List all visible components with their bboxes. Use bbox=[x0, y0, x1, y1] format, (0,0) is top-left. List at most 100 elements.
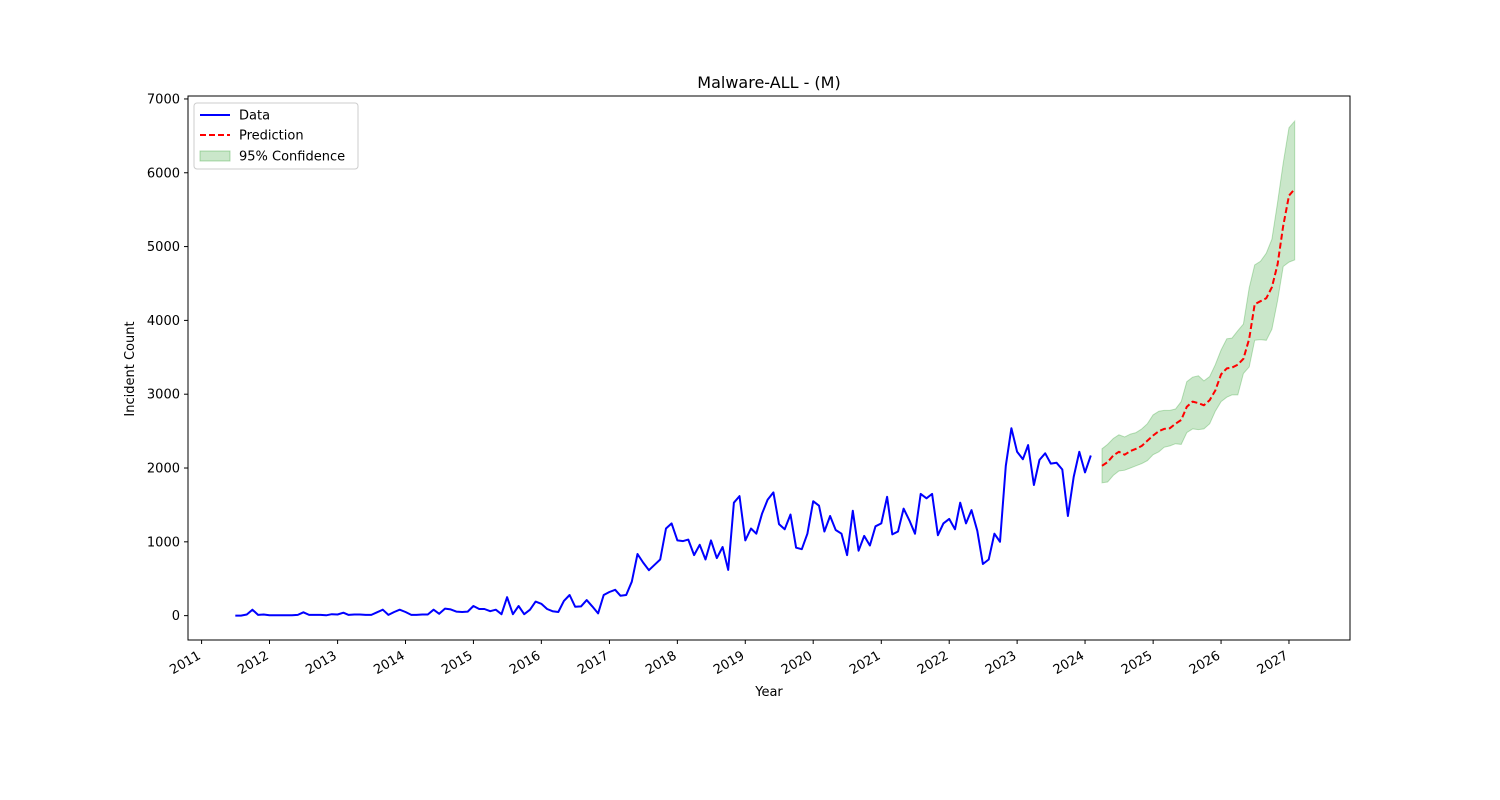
data-point bbox=[557, 611, 559, 613]
data-point bbox=[891, 533, 893, 535]
data-point bbox=[1056, 462, 1058, 464]
y-tick-label: 4000 bbox=[147, 314, 180, 329]
data-point bbox=[982, 563, 984, 565]
data-point bbox=[444, 608, 446, 610]
legend-confidence-label: 95% Confidence bbox=[239, 150, 345, 165]
data-point bbox=[302, 611, 304, 613]
prediction-point bbox=[1288, 195, 1290, 197]
data-point bbox=[285, 614, 287, 616]
prediction-point bbox=[1129, 450, 1131, 452]
data-point bbox=[370, 614, 372, 616]
data-point bbox=[772, 491, 774, 493]
data-point bbox=[886, 496, 888, 498]
data-point bbox=[733, 502, 735, 504]
data-point bbox=[801, 548, 803, 550]
data-point bbox=[399, 609, 401, 611]
data-point bbox=[920, 493, 922, 495]
y-tick-label: 3000 bbox=[147, 388, 180, 403]
prediction-point bbox=[1265, 297, 1267, 299]
data-point bbox=[416, 614, 418, 616]
prediction-point bbox=[1146, 440, 1148, 442]
data-point bbox=[478, 608, 480, 610]
data-point bbox=[648, 569, 650, 571]
y-axis-label: Incident Count bbox=[123, 321, 138, 416]
data-point bbox=[240, 615, 242, 617]
prediction-point bbox=[1294, 188, 1296, 190]
data-point bbox=[631, 581, 633, 583]
data-point bbox=[257, 614, 259, 616]
y-tick-label: 0 bbox=[172, 609, 180, 624]
data-point bbox=[671, 522, 673, 524]
data-point bbox=[591, 605, 593, 607]
data-point bbox=[393, 611, 395, 613]
data-point bbox=[1061, 469, 1063, 471]
data-point bbox=[778, 523, 780, 525]
data-point bbox=[461, 611, 463, 613]
data-point bbox=[761, 513, 763, 515]
data-point bbox=[614, 589, 616, 591]
data-point bbox=[421, 614, 423, 616]
data-point bbox=[501, 613, 503, 615]
data-point bbox=[790, 514, 792, 516]
data-point bbox=[806, 533, 808, 535]
prediction-point bbox=[1242, 358, 1244, 360]
data-series-line bbox=[235, 427, 1092, 617]
data-point bbox=[926, 497, 928, 499]
data-point bbox=[382, 609, 384, 611]
chart-title: Malware-ALL - (M) bbox=[697, 73, 840, 92]
data-point bbox=[1078, 451, 1080, 453]
data-point bbox=[297, 614, 299, 616]
data-point bbox=[959, 502, 961, 504]
data-point bbox=[1033, 484, 1035, 486]
x-axis-label: Year bbox=[754, 685, 783, 700]
data-point bbox=[835, 529, 837, 531]
data-point bbox=[988, 559, 990, 561]
prediction-point bbox=[1214, 390, 1216, 392]
data-point bbox=[251, 609, 253, 611]
data-point bbox=[931, 493, 933, 495]
legend-data-label: Data bbox=[239, 109, 270, 124]
data-point bbox=[1010, 427, 1012, 429]
prediction-point bbox=[1192, 401, 1194, 403]
prediction-point bbox=[1186, 406, 1188, 408]
data-point bbox=[308, 614, 310, 616]
y-tick-label: 1000 bbox=[147, 535, 180, 550]
data-point bbox=[1039, 459, 1041, 461]
data-point bbox=[586, 599, 588, 601]
data-point bbox=[784, 528, 786, 530]
prediction-point bbox=[1141, 445, 1143, 447]
data-point bbox=[269, 614, 271, 616]
data-point bbox=[727, 569, 729, 571]
y-tick-label: 5000 bbox=[147, 240, 180, 255]
prediction-point bbox=[1118, 451, 1120, 453]
data-point bbox=[552, 610, 554, 612]
prediction-point bbox=[1203, 404, 1205, 406]
data-point bbox=[1044, 452, 1046, 454]
data-point bbox=[506, 596, 508, 598]
data-point bbox=[823, 531, 825, 533]
data-point bbox=[954, 528, 956, 530]
data-point bbox=[359, 614, 361, 616]
data-point bbox=[337, 614, 339, 616]
data-point bbox=[699, 544, 701, 546]
data-point bbox=[433, 609, 435, 611]
data-point bbox=[523, 613, 525, 615]
data-point bbox=[563, 600, 565, 602]
data-point bbox=[659, 559, 661, 561]
data-point bbox=[710, 539, 712, 541]
prediction-point bbox=[1282, 225, 1284, 227]
data-point bbox=[665, 528, 667, 530]
data-point bbox=[676, 539, 678, 541]
prediction-point bbox=[1197, 402, 1199, 404]
data-point bbox=[314, 614, 316, 616]
data-point bbox=[472, 605, 474, 607]
data-point bbox=[863, 535, 865, 537]
data-point bbox=[467, 611, 469, 613]
data-point bbox=[365, 614, 367, 616]
legend: Data Prediction 95% Confidence bbox=[193, 102, 359, 170]
data-point bbox=[755, 533, 757, 535]
axes-frame bbox=[187, 95, 1351, 641]
data-point bbox=[965, 522, 967, 524]
legend-confidence-swatch bbox=[199, 150, 231, 162]
data-point bbox=[580, 605, 582, 607]
